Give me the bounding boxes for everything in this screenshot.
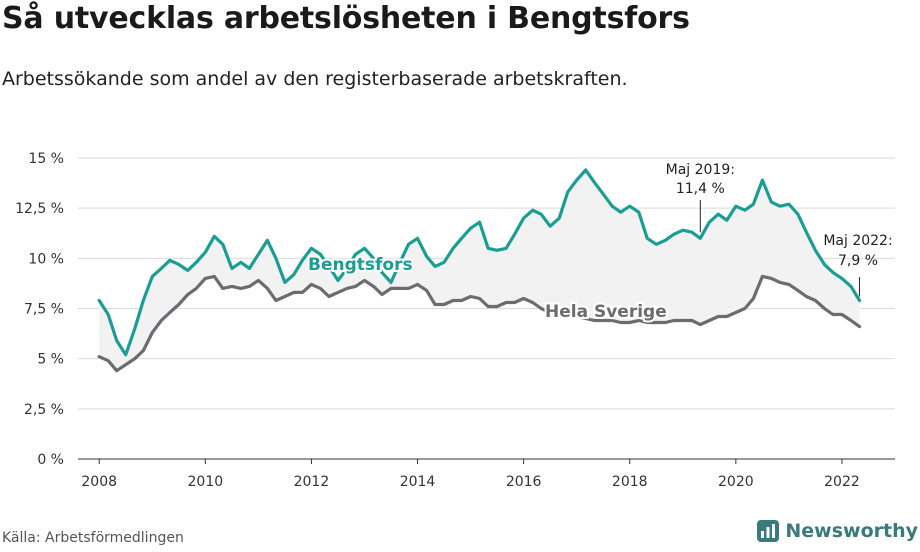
x-tick-label: 2012 bbox=[294, 474, 330, 490]
y-tick-label: 7,5 % bbox=[24, 302, 64, 318]
annotation-2022-label: Maj 2022: bbox=[823, 233, 892, 249]
x-tick-label: 2008 bbox=[81, 474, 117, 490]
chart-subtitle: Arbetssökande som andel av den registerb… bbox=[2, 68, 628, 90]
brand-name: Newsworthy bbox=[785, 520, 918, 542]
y-tick-label: 12,5 % bbox=[15, 201, 64, 217]
x-tick-label: 2018 bbox=[612, 474, 648, 490]
x-tick-label: 2014 bbox=[400, 474, 436, 490]
y-tick-label: 15 % bbox=[28, 151, 64, 167]
series-label-hela-sverige: Hela Sverige bbox=[545, 302, 667, 322]
y-tick-label: 5 % bbox=[37, 352, 64, 368]
brand-logo: Newsworthy bbox=[757, 520, 918, 542]
newsworthy-chart-icon bbox=[757, 520, 780, 542]
x-tick-label: 2022 bbox=[824, 474, 860, 490]
series-label-bengtsfors: Bengtsfors bbox=[308, 255, 413, 275]
chart-title: Så utvecklas arbetslösheten i Bengtsfors bbox=[2, 1, 690, 36]
y-tick-label: 0 % bbox=[37, 452, 64, 468]
series-line-bengtsfors bbox=[97, 168, 862, 357]
x-tick-label: 2016 bbox=[506, 474, 542, 490]
series-line-hela-sverige bbox=[97, 274, 862, 373]
y-tick-label: 2,5 % bbox=[24, 402, 64, 418]
annotation-2019-value: 11,4 % bbox=[676, 181, 725, 197]
annotation-2022-value: 7,9 % bbox=[838, 253, 878, 269]
x-tick-label: 2010 bbox=[188, 474, 224, 490]
source-note: Källa: Arbetsförmedlingen bbox=[2, 530, 184, 546]
y-tick-label: 10 % bbox=[28, 251, 64, 267]
x-tick-label: 2020 bbox=[718, 474, 754, 490]
annotation-2019-label: Maj 2019: bbox=[666, 162, 735, 178]
difference-area bbox=[99, 170, 860, 371]
